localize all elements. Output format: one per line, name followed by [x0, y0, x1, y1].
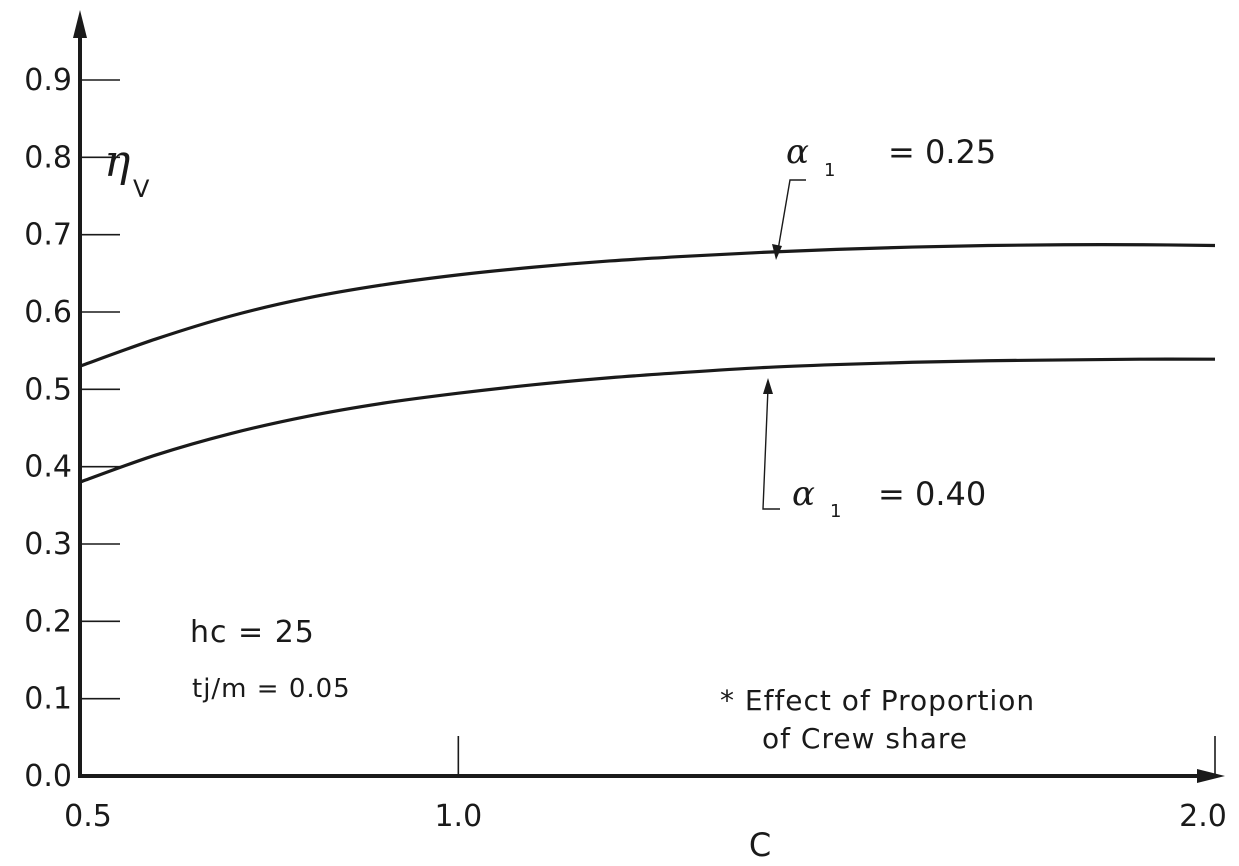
series-layer — [79, 243, 1216, 484]
y-tick-label: 0.1 — [24, 682, 72, 717]
y-tick-label: 0.9 — [24, 63, 72, 98]
y-axis-symbol: η — [104, 136, 130, 187]
note-line-1: * Effect of Proportion — [720, 684, 1035, 717]
y-ticks: 0.0 0.1 0.2 0.3 0.4 0.5 0.6 0.7 0.8 0.9 — [24, 63, 120, 794]
y-tick-label: 0.0 — [24, 759, 72, 794]
series-1-leader — [762, 387, 780, 510]
y-axis-arrowhead — [73, 10, 87, 38]
y-tick-label: 0.8 — [24, 140, 72, 175]
series-1-line — [79, 357, 1216, 484]
series-label-0-symbol: α — [786, 132, 809, 172]
series-label-1-value: = 0.40 — [878, 475, 986, 513]
y-tick-label: 0.7 — [24, 218, 72, 253]
y-axis-title: η V — [104, 136, 150, 203]
param-hc: hc = 25 — [190, 615, 315, 650]
x-axis-arrowhead — [1197, 769, 1225, 783]
series-0-leader-arrowhead — [772, 244, 782, 260]
series-label-1: α 1 = 0.40 — [792, 474, 986, 522]
series-label-1-symbol: α — [792, 474, 815, 514]
series-1-leader-arrowhead — [763, 378, 773, 394]
note-line-2: of Crew share — [762, 722, 968, 755]
x-tick-label: 2.0 — [1179, 799, 1227, 834]
y-tick-label: 0.4 — [24, 450, 72, 485]
y-tick-label: 0.6 — [24, 295, 72, 330]
x-tick-label: 1.0 — [434, 799, 482, 834]
series-label-0-subscript: 1 — [824, 160, 835, 181]
series-0-leader — [777, 179, 806, 251]
param-tj-m: tj/m = 0.05 — [192, 674, 351, 704]
x-ticks: 0.5 1.0 2.0 — [64, 736, 1227, 834]
x-axis-title: C — [749, 826, 771, 861]
y-axis-subscript: V — [133, 175, 150, 203]
y-tick-label: 0.5 — [24, 372, 72, 407]
x-tick-label: 0.5 — [64, 799, 112, 834]
y-tick-label: 0.2 — [24, 604, 72, 639]
series-0-line — [79, 243, 1216, 368]
series-label-0: α 1 = 0.25 — [786, 132, 996, 181]
series-label-0-value: = 0.25 — [888, 133, 996, 171]
series-label-1-subscript: 1 — [830, 501, 841, 522]
y-tick-label: 0.3 — [24, 527, 72, 562]
